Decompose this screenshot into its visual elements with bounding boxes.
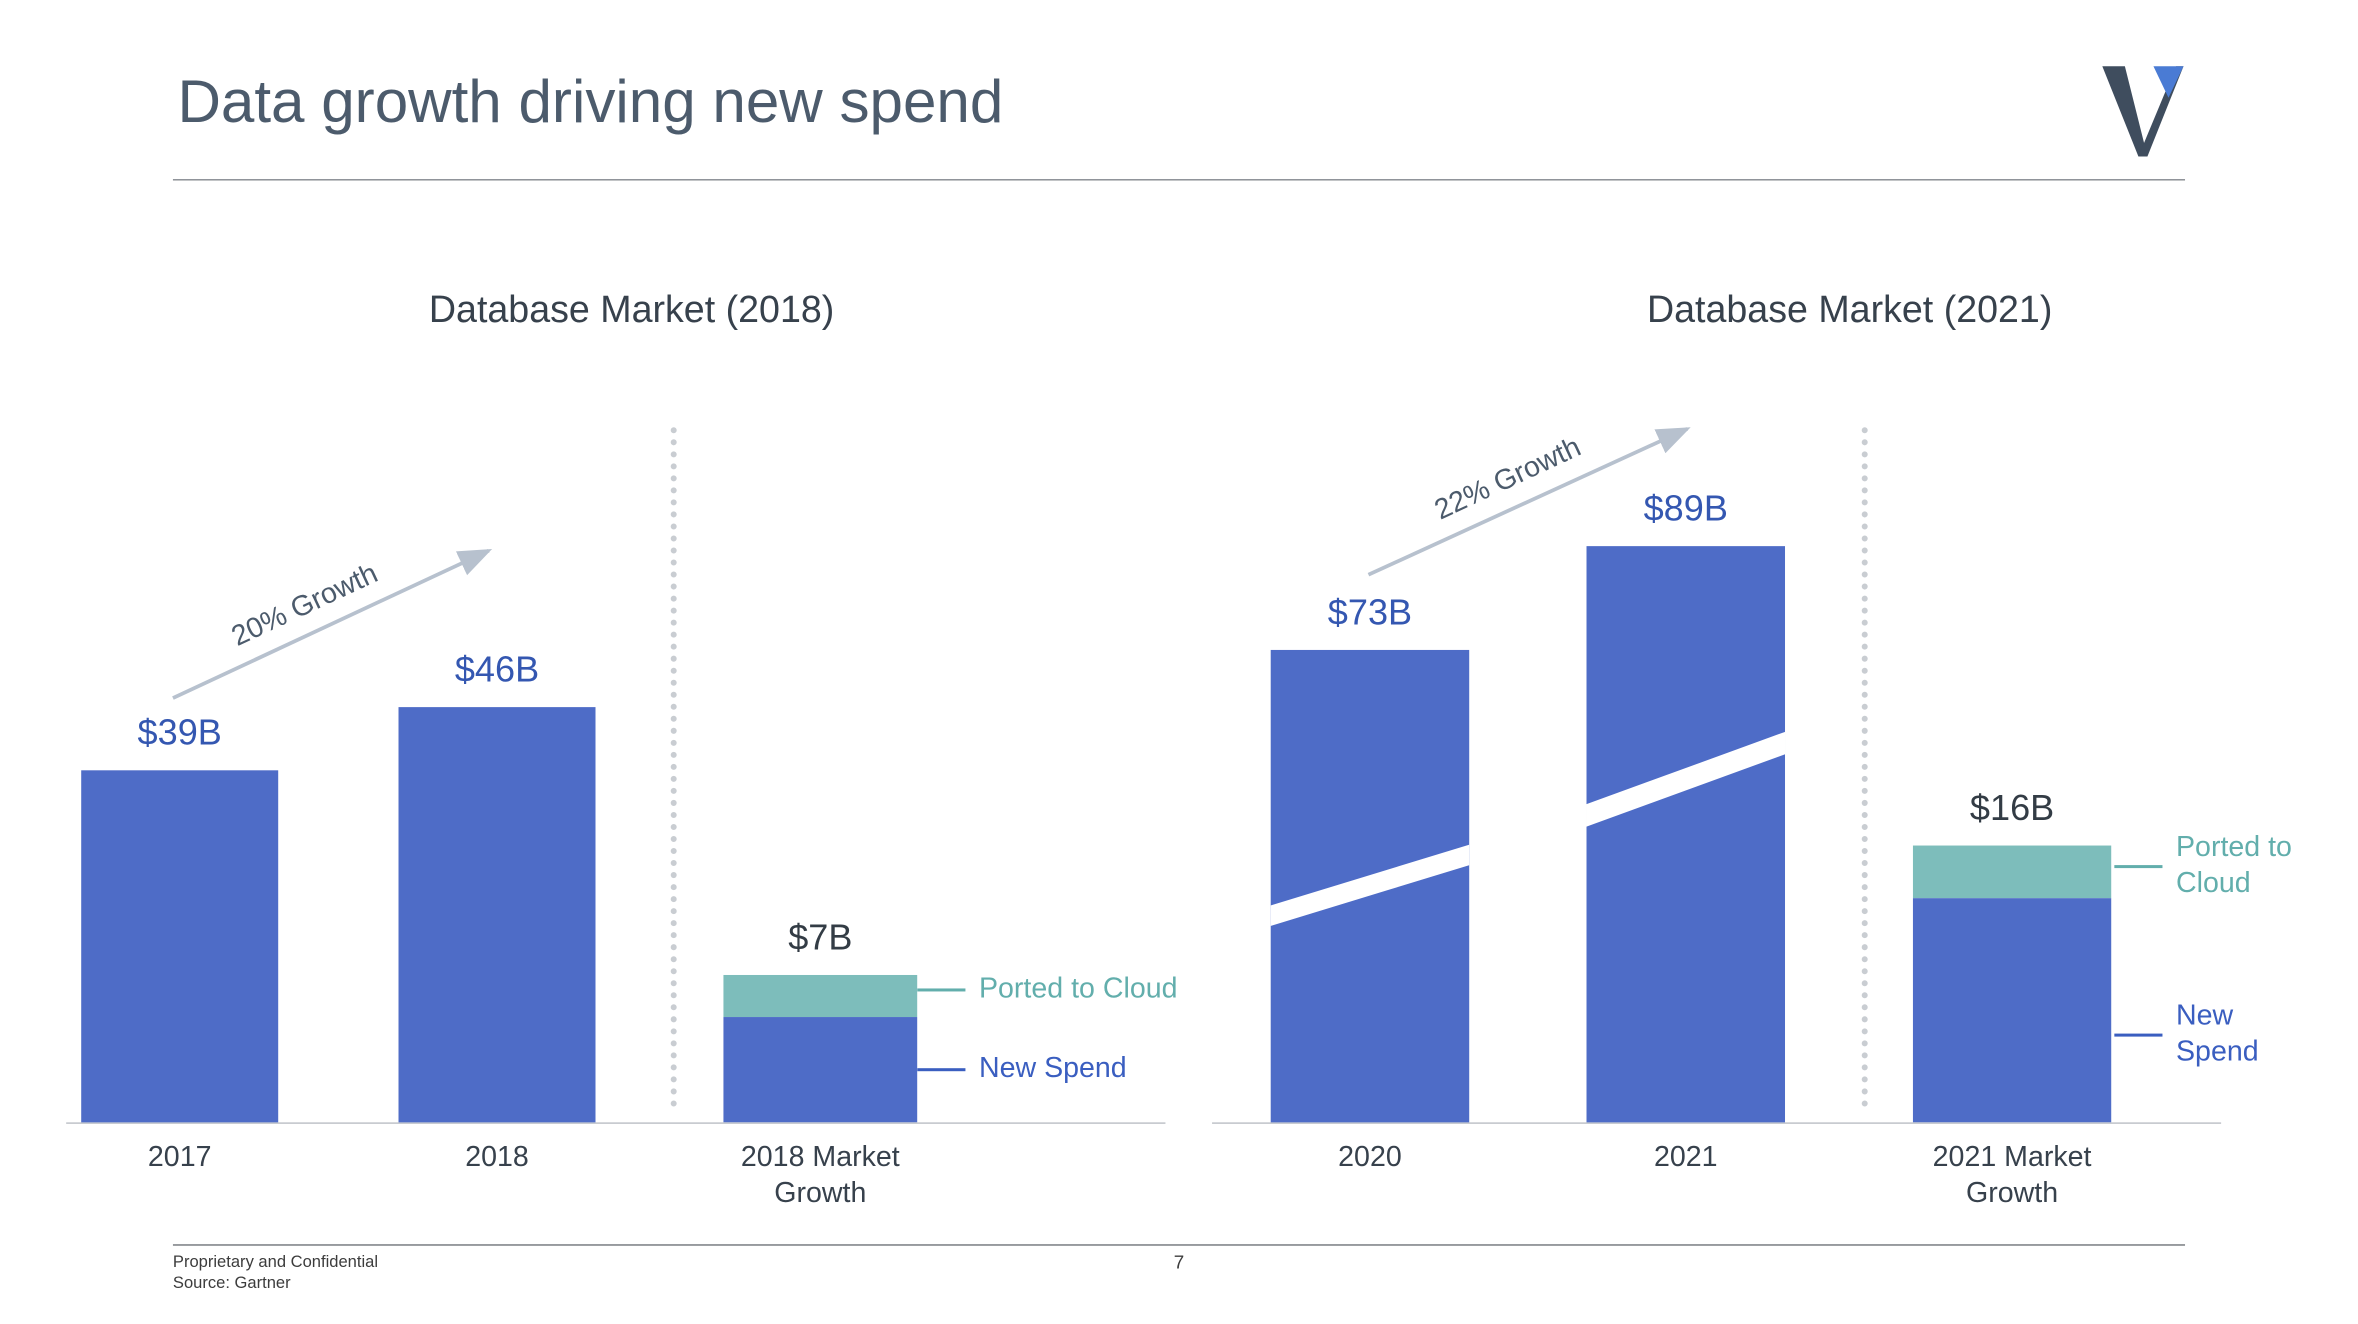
- bar-category-label: 2021: [1653, 1141, 1718, 1174]
- chart-title-2018: Database Market (2018): [428, 288, 835, 331]
- callout-label: New Spend: [978, 1053, 1127, 1085]
- v-logo-icon: [2102, 66, 2184, 157]
- axis-break-slash: [1270, 838, 1470, 933]
- bar-category-label: 2018: [465, 1141, 529, 1174]
- bar-2020: $73B 2020: [1270, 593, 1470, 1174]
- segment-new-spend: [723, 1017, 918, 1123]
- page-title: Data growth driving new spend: [177, 69, 1004, 136]
- title-divider: [172, 179, 2186, 181]
- bar-2017: $39B 2017: [81, 713, 279, 1174]
- callout-new-spend: New Spend: [2114, 999, 2266, 1071]
- footer-source: Source: Gartner: [172, 1274, 291, 1293]
- callout-tick-line: [2114, 865, 2163, 869]
- bar-value-label: $16B: [1969, 788, 2055, 829]
- bar-value-label: $73B: [1327, 592, 1413, 634]
- callout-label: New Spend: [2175, 1000, 2259, 1069]
- callout-tick-line: [917, 988, 966, 992]
- x-axis-line-2021: [1212, 1122, 2222, 1124]
- callout-ported-to-cloud: Ported to Cloud: [917, 972, 1178, 1008]
- segment-ported-to-cloud: [1912, 845, 2112, 898]
- bar-value-label: $46B: [454, 649, 540, 691]
- dotted-divider-2018: [670, 427, 677, 1108]
- growth-bar-2021: $16B 2021 Market Growth: [1912, 788, 2112, 1210]
- callout-label: Ported to Cloud: [978, 973, 1178, 1006]
- bar-category-label: 2020: [1338, 1141, 1402, 1174]
- bar-category-label: 2017: [147, 1141, 212, 1174]
- callout-ported-to-cloud: Ported to Cloud: [2114, 830, 2311, 902]
- bar-value-label: $39B: [137, 713, 222, 754]
- growth-bar-rect-2021: [1912, 845, 2112, 1123]
- bar-category-label: 2021 Market Growth: [1932, 1141, 2092, 1210]
- chart-title-2021: Database Market (2021): [1646, 288, 2053, 331]
- segment-new-spend: [1912, 897, 2112, 1123]
- footer-divider: [172, 1244, 2186, 1246]
- footer-text: Proprietary and Confidential Source: Gar…: [173, 1252, 378, 1294]
- bar-2018: $46B 2018: [398, 650, 596, 1174]
- callout-tick-line: [2114, 1033, 2163, 1037]
- callout-new-spend: New Spend: [917, 1052, 1127, 1088]
- bar-rect-2020: [1270, 649, 1470, 1123]
- axis-break-slash: [1586, 725, 1786, 834]
- growth-arrow-2021: [1367, 427, 1691, 577]
- growth-arrow-2018: [172, 548, 493, 700]
- x-axis-line-2018: [66, 1122, 1166, 1124]
- bar-2021: $89B 2021: [1586, 489, 1786, 1174]
- bar-rect-2021: [1586, 546, 1786, 1123]
- bar-value-label: $89B: [1643, 488, 1728, 530]
- callout-tick-line: [917, 1068, 966, 1072]
- growth-bar-rect-2018: [723, 974, 918, 1123]
- bar-value-label: $7B: [788, 917, 853, 959]
- growth-bar-2018: $7B 2018 Market Growth: [723, 918, 918, 1210]
- bar-category-label: 2018 Market Growth: [740, 1141, 900, 1210]
- page-number: 7: [1173, 1251, 1185, 1273]
- bar-rect-2018: [398, 707, 596, 1123]
- dotted-divider-2021: [1861, 427, 1868, 1108]
- callout-label: Ported to Cloud: [2175, 831, 2292, 900]
- bar-rect-2017: [81, 770, 279, 1123]
- segment-ported-to-cloud: [723, 974, 918, 1018]
- footer-confidential: Proprietary and Confidential: [172, 1253, 378, 1272]
